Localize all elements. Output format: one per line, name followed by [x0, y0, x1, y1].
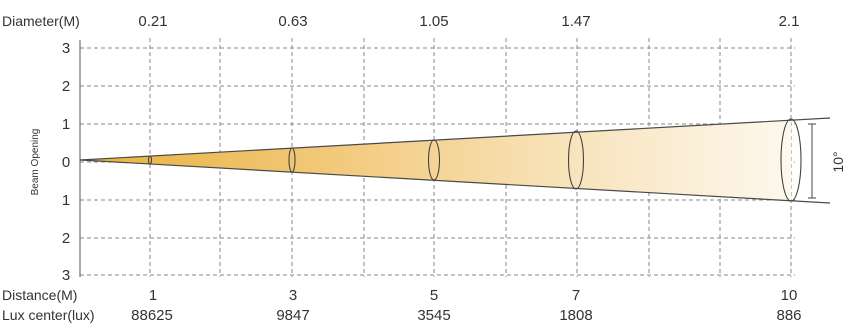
y-axis-title: Beam Opening — [30, 129, 41, 196]
beam-edge-top — [79, 117, 831, 161]
lux-value-5: 886 — [776, 307, 801, 324]
beam-cone — [80, 120, 791, 201]
diameter-value-4: 1.47 — [561, 13, 590, 30]
y-tick-label: 1 — [62, 192, 70, 209]
beam-edge-bottom — [79, 159, 831, 204]
y-tick-label: 1 — [62, 116, 70, 133]
distance-value-5: 10 — [781, 287, 798, 304]
diameter-value-3: 1.05 — [419, 13, 448, 30]
distance-label: Distance(M) — [2, 287, 77, 303]
y-tick-label: 0 — [62, 154, 70, 171]
y-tick-label: 3 — [62, 267, 70, 284]
distance-value-4: 7 — [572, 287, 580, 304]
beam-angle-label: 10° — [830, 151, 846, 172]
beam-ring-7m — [567, 130, 585, 190]
y-tick-label: 3 — [62, 40, 70, 57]
lux-label: Lux center(lux) — [2, 307, 95, 323]
beam-ring-1m — [147, 155, 153, 165]
beam-ring-5m — [427, 139, 441, 181]
distance-value-3: 5 — [430, 287, 438, 304]
lux-value-4: 1808 — [559, 307, 592, 324]
diameter-value-1: 0.21 — [138, 13, 167, 30]
beam-ring-10m — [780, 118, 802, 202]
lux-value-3: 3545 — [417, 307, 450, 324]
distance-value-2: 3 — [289, 287, 297, 304]
diameter-value-2: 0.63 — [278, 13, 307, 30]
diameter-label: Diameter(M) — [2, 13, 80, 29]
distance-value-1: 1 — [149, 287, 157, 304]
lux-value-2: 9847 — [276, 307, 309, 324]
y-tick-label: 2 — [62, 78, 70, 95]
diameter-value-5: 2.1 — [779, 13, 800, 30]
y-tick-label: 2 — [62, 230, 70, 247]
beam-ring-3m — [288, 147, 296, 173]
lux-value-1: 88625 — [131, 307, 173, 324]
